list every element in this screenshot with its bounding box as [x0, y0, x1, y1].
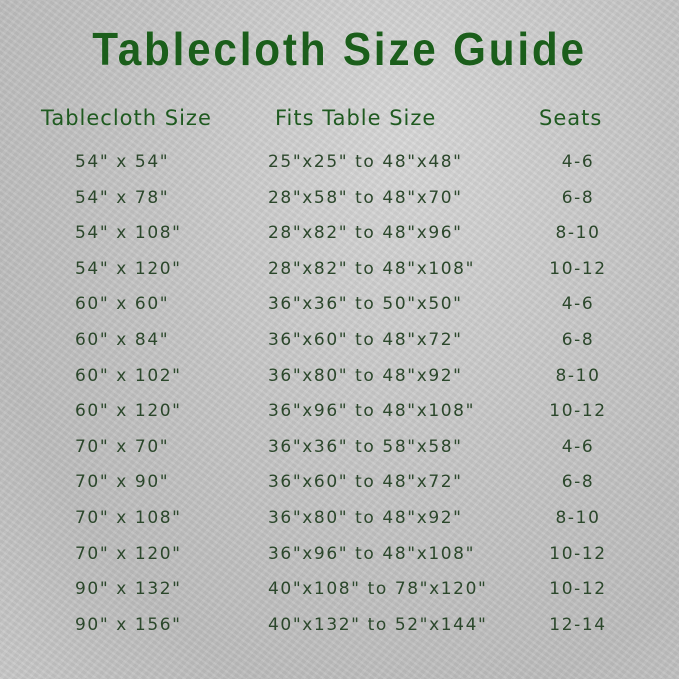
- tablecloth-size-cell: 54" x 120": [75, 258, 182, 279]
- fits-table-size-cell: 36"x80" to 48"x92": [268, 365, 463, 386]
- table-row: 60" x 84" 36"x60" to 48"x72" 6-8: [0, 330, 679, 366]
- table-row: 90" x 156" 40"x132" to 52"x144" 12-14: [0, 615, 679, 651]
- table-row: 70" x 108" 36"x80" to 48"x92" 8-10: [0, 508, 679, 544]
- tablecloth-size-cell: 60" x 60": [75, 294, 170, 315]
- seats-cell: 4-6: [561, 436, 595, 457]
- fits-table-size-cell: 36"x60" to 48"x72": [268, 472, 463, 493]
- tablecloth-size-cell: 70" x 120": [75, 543, 182, 564]
- seats-cell: 8-10: [555, 223, 601, 244]
- table-row: 70" x 120" 36"x96" to 48"x108" 10-12: [0, 544, 679, 580]
- tablecloth-size-cell: 60" x 84": [75, 329, 170, 350]
- table-row: 54" x 108" 28"x82" to 48"x96" 8-10: [0, 223, 679, 259]
- table-row: 60" x 60" 36"x36" to 50"x50" 4-6: [0, 294, 679, 330]
- seats-cell: 8-10: [555, 507, 601, 528]
- table-row: 70" x 90" 36"x60" to 48"x72" 6-8: [0, 472, 679, 508]
- table-row: 60" x 102" 36"x80" to 48"x92" 8-10: [0, 366, 679, 402]
- tablecloth-size-cell: 54" x 54": [75, 152, 170, 172]
- seats-cell: 12-14: [549, 614, 607, 635]
- table-row: 70" x 70" 36"x36" to 58"x58" 4-6: [0, 437, 679, 473]
- fits-table-size-cell: 40"x132" to 52"x144": [268, 614, 488, 635]
- fits-table-size-cell: 36"x36" to 50"x50": [268, 294, 463, 315]
- tablecloth-size-cell: 70" x 90": [75, 472, 170, 493]
- seats-cell: 8-10: [555, 365, 601, 386]
- seats-cell: 10-12: [549, 258, 607, 279]
- fits-table-size-cell: 28"x58" to 48"x70": [268, 187, 463, 208]
- tablecloth-size-cell: 60" x 102": [75, 365, 182, 386]
- fits-table-size-cell: 25"x25" to 48"x48": [268, 152, 463, 172]
- fits-table-size-cell: 36"x80" to 48"x92": [268, 507, 463, 528]
- seats-cell: 6-8: [561, 187, 595, 208]
- fits-table-size-cell: 36"x96" to 48"x108": [268, 543, 476, 564]
- table-row: 54" x 54" 25"x25" to 48"x48" 4-6: [0, 152, 679, 188]
- fits-table-size-cell: 36"x36" to 58"x58": [268, 436, 463, 457]
- seats-cell: 10-12: [549, 579, 607, 600]
- size-table: 54" x 54" 25"x25" to 48"x48" 4-6 54" x 78" 2…: [0, 152, 679, 650]
- fits-table-size-cell: 28"x82" to 48"x108": [268, 258, 476, 279]
- seats-cell: 4-6: [561, 152, 595, 172]
- table-row: 54" x 120" 28"x82" to 48"x108" 10-12: [0, 259, 679, 295]
- fits-table-size-cell: 28"x82" to 48"x96": [268, 223, 463, 244]
- tablecloth-size-cell: 60" x 120": [75, 401, 182, 422]
- seats-cell: 6-8: [561, 329, 595, 350]
- tablecloth-size-cell: 70" x 108": [75, 507, 182, 528]
- tablecloth-size-cell: 90" x 132": [75, 579, 182, 600]
- fits-table-size-cell: 36"x60" to 48"x72": [268, 329, 463, 350]
- header-tablecloth-size: Tablecloth Size: [41, 106, 212, 130]
- table-row: 90" x 132" 40"x108" to 78"x120" 10-12: [0, 579, 679, 615]
- tablecloth-size-cell: 70" x 70": [75, 436, 170, 457]
- table-row: 54" x 78" 28"x58" to 48"x70" 6-8: [0, 188, 679, 224]
- seats-cell: 4-6: [561, 294, 595, 315]
- tablecloth-size-cell: 54" x 78": [75, 187, 170, 208]
- page-title: Tablecloth Size Guide: [92, 23, 587, 75]
- tablecloth-size-cell: 90" x 156": [75, 614, 182, 635]
- fits-table-size-cell: 40"x108" to 78"x120": [268, 579, 488, 600]
- seats-cell: 10-12: [549, 543, 607, 564]
- fits-table-size-cell: 36"x96" to 48"x108": [268, 401, 476, 422]
- tablecloth-size-cell: 54" x 108": [75, 223, 182, 244]
- header-fits-table-size: Fits Table Size: [275, 106, 437, 130]
- seats-cell: 6-8: [561, 472, 595, 493]
- header-seats: Seats: [539, 106, 603, 130]
- seats-cell: 10-12: [549, 401, 607, 422]
- table-row: 60" x 120" 36"x96" to 48"x108" 10-12: [0, 401, 679, 437]
